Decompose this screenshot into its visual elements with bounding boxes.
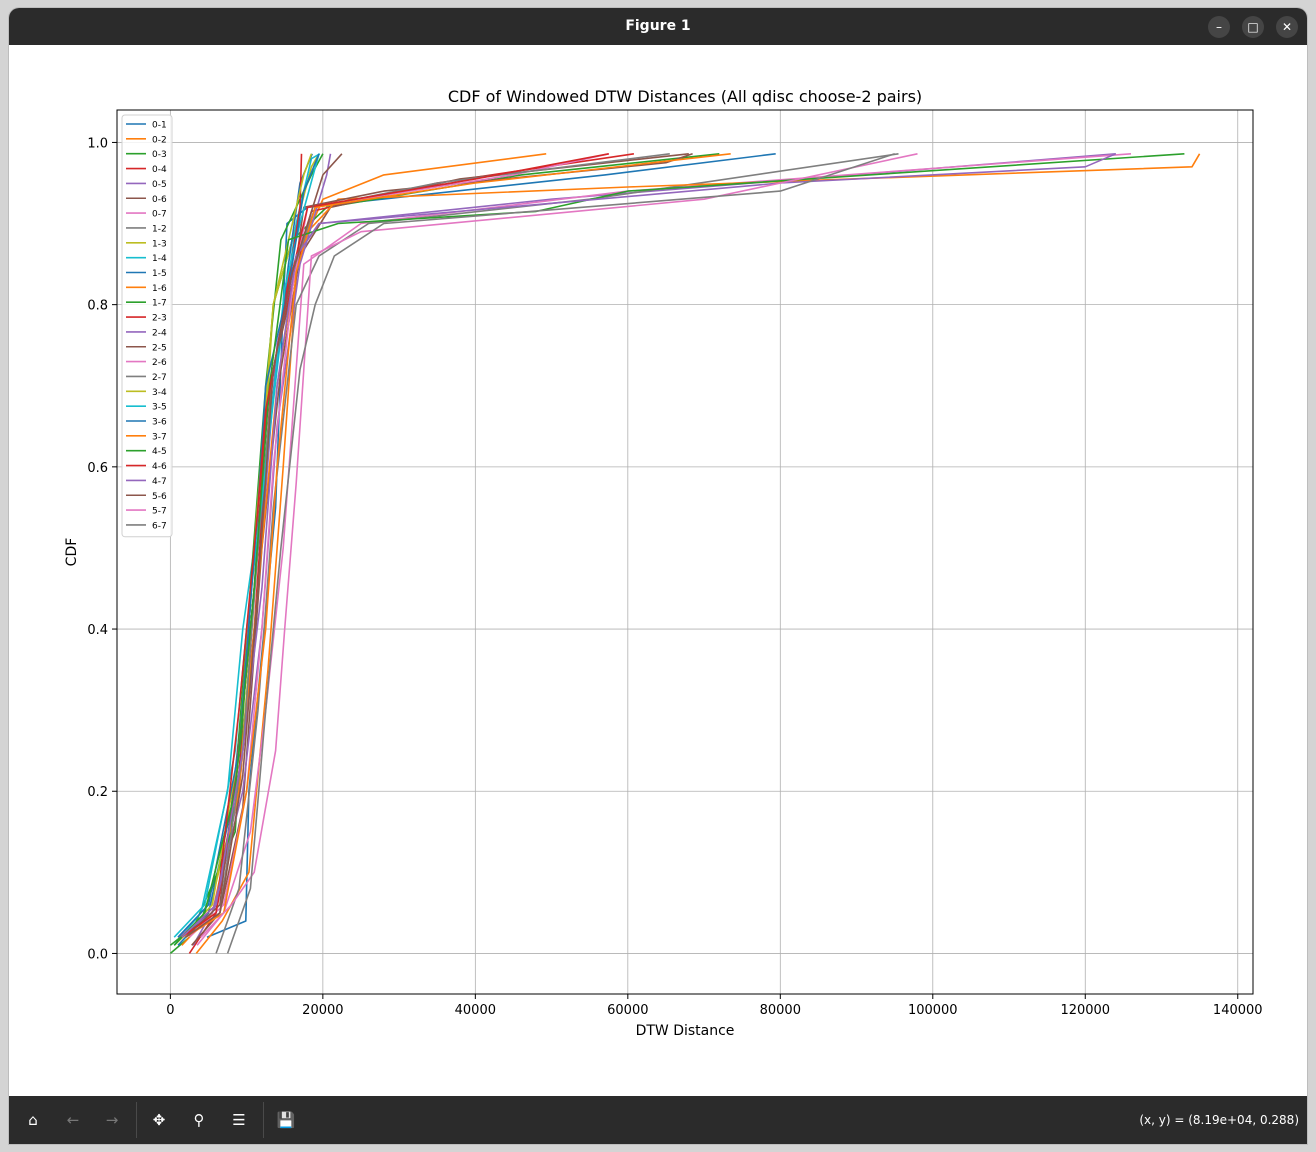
- series-line-0-7: [196, 153, 1132, 946]
- y-axis-label: CDF: [64, 538, 80, 567]
- legend-entry-label: 0-5: [152, 180, 167, 190]
- series-line-1-2: [215, 153, 899, 954]
- y-tick-label: 0.4: [87, 623, 108, 638]
- legend-entry-label: 3-7: [152, 432, 167, 442]
- x-tick-label: 60000: [607, 1003, 648, 1018]
- chart-title: CDF of Windowed DTW Distances (All qdisc…: [448, 87, 922, 106]
- x-tick-label: 80000: [760, 1003, 801, 1018]
- x-axis-label: DTW Distance: [636, 1023, 735, 1039]
- save-button[interactable]: 💾: [273, 1108, 299, 1132]
- legend-entry-label: 5-7: [152, 507, 167, 517]
- legend-entry-label: 0-3: [152, 150, 167, 160]
- legend-entry-label: 3-5: [152, 403, 167, 413]
- x-tick-label: 20000: [302, 1003, 343, 1018]
- y-axis-ticks: 0.0 0.2 0.4 0.6 0.8 1.0: [87, 136, 117, 962]
- maximize-button[interactable]: □: [1242, 16, 1264, 38]
- series-line-2-6: [188, 153, 609, 938]
- x-tick-label: 0: [166, 1003, 174, 1018]
- toolbar-separator: [263, 1102, 264, 1138]
- legend-entry-label: 4-6: [152, 462, 167, 472]
- axes-frame: [116, 109, 1254, 995]
- series-line-3-7: [185, 153, 731, 938]
- x-tick-label: 40000: [455, 1003, 496, 1018]
- legend-entry-label: 2-6: [152, 358, 167, 368]
- legend-entry-label: 0-1: [152, 121, 167, 131]
- move-icon: ✥: [152, 1111, 166, 1129]
- legend-entry-label: 2-4: [152, 328, 167, 338]
- close-icon: ✕: [1281, 20, 1293, 34]
- legend-entry-label: 6-7: [152, 521, 167, 531]
- series-line-5-6: [185, 153, 343, 938]
- legend-box: [121, 114, 173, 538]
- y-tick-label: 0.2: [87, 785, 108, 800]
- pan-button[interactable]: ✥: [146, 1108, 172, 1132]
- x-tick-label: 120000: [1060, 1003, 1110, 1018]
- sliders-icon: ☰: [232, 1111, 246, 1129]
- legend-entry-label: 0-2: [152, 135, 167, 145]
- toolbar-separator: [136, 1102, 137, 1138]
- arrow-right-icon: →: [105, 1111, 119, 1129]
- legend-entry-label: 2-5: [152, 343, 167, 353]
- save-icon: 💾: [276, 1111, 296, 1129]
- legend-entry-label: 3-6: [152, 418, 167, 428]
- legend-entry-label: 4-5: [152, 447, 167, 457]
- legend-entry-label: 3-4: [152, 388, 167, 398]
- forward-button[interactable]: →: [99, 1108, 125, 1132]
- x-tick-label: 140000: [1213, 1003, 1263, 1018]
- zoom-button[interactable]: ⚲: [186, 1108, 212, 1132]
- y-tick-label: 0.0: [87, 947, 108, 962]
- legend-entry-label: 2-3: [152, 314, 167, 324]
- legend-entry-label: 1-3: [152, 239, 167, 249]
- legend: 0-1 0-2 0-3 0-4 0-5 0-6 0-7 1-2 1-3 1-4 1-5 1-6 1-7 2…: [121, 114, 173, 538]
- figure-window: Figure 1 – □ ✕ 0 20000 40000 60000 80000 1000…: [9, 8, 1307, 1144]
- configure-button[interactable]: ☰: [226, 1108, 252, 1132]
- legend-entry-label: 0-6: [152, 195, 167, 205]
- legend-entry-label: 1-6: [152, 284, 167, 294]
- series-layer: [169, 153, 1201, 955]
- navigation-toolbar: ⌂ ← → ✥ ⚲ ☰ 💾 (x, y) = (8.19e+04, 0.288): [9, 1096, 1307, 1144]
- arrow-left-icon: ←: [66, 1111, 80, 1129]
- grid-lines: [117, 110, 1253, 994]
- x-axis-ticks: 0 20000 40000 60000 80000 100000 120000 140000: [166, 994, 1263, 1018]
- legend-entry-label: 1-7: [152, 299, 167, 309]
- series-line-4-6: [181, 153, 609, 938]
- legend-entry-label: 5-6: [152, 492, 167, 502]
- y-tick-label: 0.8: [87, 299, 108, 314]
- legend-entry-label: 1-5: [152, 269, 167, 279]
- figure-canvas[interactable]: 0 20000 40000 60000 80000 100000 120000 140000 …: [9, 45, 1307, 1096]
- back-button[interactable]: ←: [60, 1108, 86, 1132]
- title-bar[interactable]: Figure 1 – □ ✕: [9, 8, 1307, 45]
- legend-entry-label: 0-7: [152, 210, 167, 220]
- legend-entry-label: 1-4: [152, 254, 167, 264]
- series-line-6-7: [226, 153, 895, 954]
- maximize-icon: □: [1247, 20, 1259, 34]
- cursor-coordinates: (x, y) = (8.19e+04, 0.288): [1139, 1113, 1299, 1127]
- legend-entry-label: 0-4: [152, 165, 167, 175]
- search-icon: ⚲: [193, 1111, 205, 1129]
- y-tick-label: 0.6: [87, 461, 108, 476]
- y-tick-label: 1.0: [87, 136, 108, 151]
- close-button[interactable]: ✕: [1276, 16, 1298, 38]
- cdf-chart: 0 20000 40000 60000 80000 100000 120000 140000 …: [9, 45, 1307, 1096]
- window-title: Figure 1: [625, 18, 691, 34]
- home-button[interactable]: ⌂: [20, 1108, 46, 1132]
- series-line-5-7: [200, 153, 918, 938]
- home-icon: ⌂: [28, 1111, 38, 1129]
- series-line-4-7: [181, 153, 1117, 938]
- x-tick-label: 100000: [908, 1003, 958, 1018]
- minimize-button[interactable]: –: [1208, 16, 1230, 38]
- legend-entry-label: 1-2: [152, 224, 167, 234]
- legend-entry-label: 4-7: [152, 477, 167, 487]
- legend-entry-label: 2-7: [152, 373, 167, 383]
- minimize-icon: –: [1216, 20, 1222, 34]
